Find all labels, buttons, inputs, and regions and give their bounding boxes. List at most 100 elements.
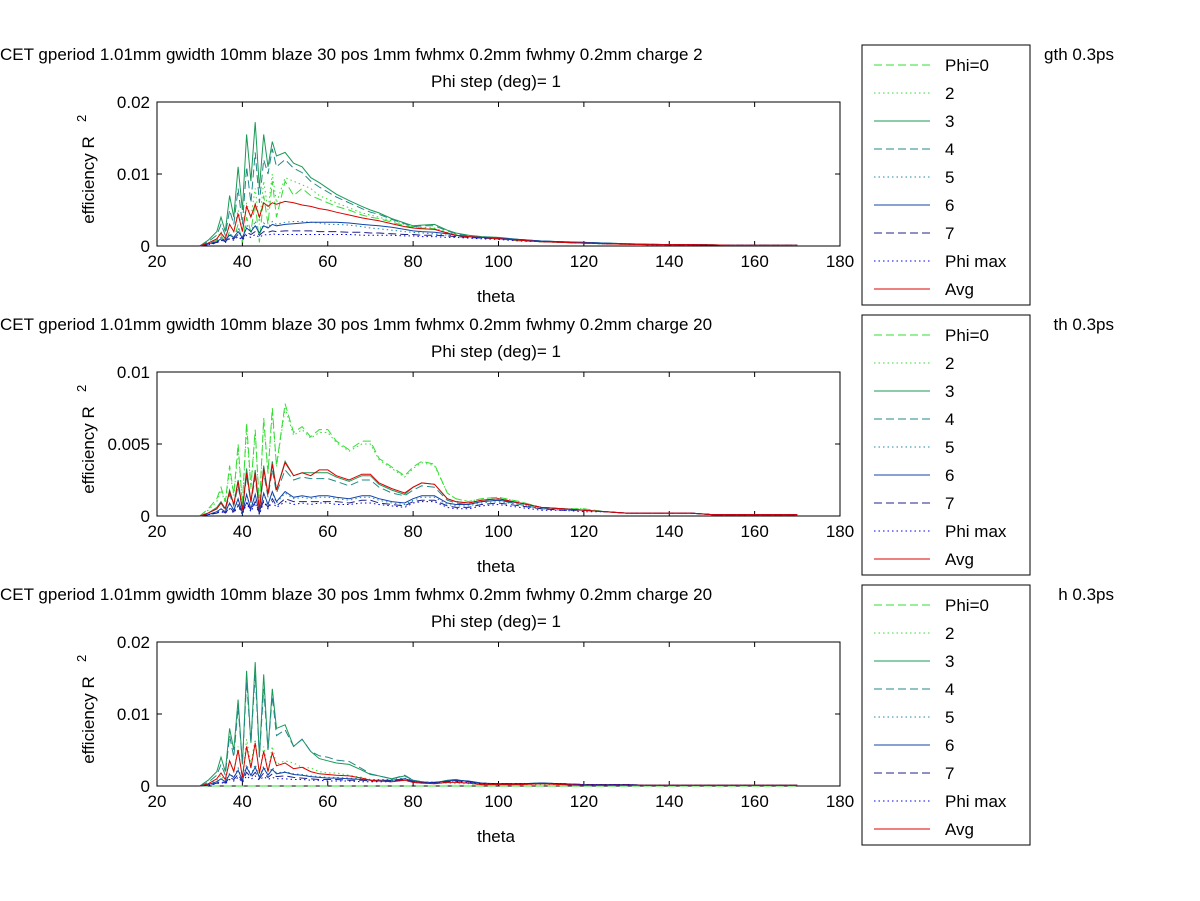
- legend-label: 2: [945, 84, 954, 103]
- legend: Phi=0 2 3 4 5 6 7 Phi max Avg: [861, 584, 1031, 846]
- legend-label: 5: [945, 168, 954, 187]
- legend-label: Phi max: [945, 522, 1007, 541]
- x-tick-label: 180: [826, 792, 854, 811]
- x-tick-label: 40: [233, 522, 252, 541]
- chart-title: CET gperiod 1.01mm gwidth 10mm blaze 30 …: [0, 315, 712, 334]
- x-tick-label: 80: [404, 252, 423, 271]
- chart-subtitle: Phi step (deg)= 1: [431, 342, 561, 361]
- x-tick-label: 120: [570, 522, 598, 541]
- series-line-6: [199, 221, 798, 247]
- y-tick-label: 0: [141, 777, 150, 796]
- legend-label: 5: [945, 438, 954, 457]
- chart-panel-3: 20 40 60 80 100 120 140 160 180 0 0.01 0.02 CET gper…: [0, 584, 1114, 846]
- y-axis-label-superscript: 2: [74, 115, 89, 122]
- legend: Phi=0 2 3 4 5 6 7 Phi max Avg: [861, 44, 1031, 306]
- x-tick-label: 60: [318, 792, 337, 811]
- legend-label: 2: [945, 624, 954, 643]
- x-tick-label: 60: [318, 252, 337, 271]
- legend-label: Phi=0: [945, 56, 989, 75]
- x-tick-label: 20: [148, 522, 167, 541]
- x-tick-label: 140: [655, 252, 683, 271]
- legend-label: Phi=0: [945, 326, 989, 345]
- legend-label: Avg: [945, 820, 974, 839]
- x-tick-label: 60: [318, 522, 337, 541]
- y-tick-label: 0.01: [117, 363, 150, 382]
- legend-label: Phi max: [945, 792, 1007, 811]
- series-line-4: [199, 674, 798, 787]
- x-tick-label: 20: [148, 252, 167, 271]
- series-line-phi-0: [199, 403, 798, 517]
- y-tick-label: 0: [141, 507, 150, 526]
- x-tick-label: 120: [570, 792, 598, 811]
- legend-label: 6: [945, 466, 954, 485]
- x-tick-label: 160: [740, 252, 768, 271]
- x-tick-label: 80: [404, 522, 423, 541]
- legend-label: 7: [945, 764, 954, 783]
- chart-title-tail: gth 0.3ps: [1044, 45, 1114, 64]
- y-tick-label: 0.01: [117, 705, 150, 724]
- legend-label: 4: [945, 140, 954, 159]
- y-axis-label-group: efficiency R 2: [74, 385, 98, 494]
- y-tick-label: 0.02: [117, 93, 150, 112]
- y-axis-label-superscript: 2: [74, 655, 89, 662]
- legend-label: 3: [945, 652, 954, 671]
- legend-label: 3: [945, 112, 954, 131]
- x-tick-label: 100: [484, 522, 512, 541]
- chart-title-tail: h 0.3ps: [1058, 585, 1114, 604]
- legend-box: [861, 314, 1031, 576]
- legend: Phi=0 2 3 4 5 6 7 Phi max Avg: [861, 314, 1031, 576]
- y-axis-label: efficiency R: [79, 676, 98, 764]
- legend-box: [861, 584, 1031, 846]
- series-line-7: [199, 230, 798, 247]
- x-tick-label: 140: [655, 792, 683, 811]
- y-axis-label-superscript: 2: [74, 385, 89, 392]
- x-tick-label: 120: [570, 252, 598, 271]
- legend-label: 7: [945, 224, 954, 243]
- x-axis-label: theta: [477, 557, 515, 576]
- legend-label: 2: [945, 354, 954, 373]
- legend-label: 6: [945, 736, 954, 755]
- x-axis-label: theta: [477, 827, 515, 846]
- x-tick-label: 20: [148, 792, 167, 811]
- legend-label: 4: [945, 680, 954, 699]
- legend-label: 6: [945, 196, 954, 215]
- x-tick-label: 100: [484, 252, 512, 271]
- legend-label: 7: [945, 494, 954, 513]
- chart-panel-1: 20 40 60 80 100 120 140 160 180 0 0.01 0.02 CET gper…: [0, 44, 1114, 306]
- legend-label: Phi=0: [945, 596, 989, 615]
- legend-label: 4: [945, 410, 954, 429]
- y-tick-label: 0: [141, 237, 150, 256]
- chart-panel-2: 20 40 60 80 100 120 140 160 180 0 0.005 0.01 CET gpe…: [0, 314, 1115, 576]
- series-line-phi-max: [199, 500, 798, 517]
- chart-subtitle: Phi step (deg)= 1: [431, 612, 561, 631]
- legend-label: 5: [945, 708, 954, 727]
- y-axis-label-group: efficiency R 2: [74, 115, 98, 224]
- y-tick-label: 0.01: [117, 165, 150, 184]
- series-line-avg: [199, 742, 798, 787]
- legend-label: 3: [945, 382, 954, 401]
- x-tick-label: 80: [404, 792, 423, 811]
- y-axis-label: efficiency R: [79, 136, 98, 224]
- y-axis-label-group: efficiency R 2: [74, 655, 98, 764]
- x-tick-label: 40: [233, 792, 252, 811]
- chart-title-tail: th 0.3ps: [1054, 315, 1115, 334]
- chart-title: CET gperiod 1.01mm gwidth 10mm blaze 30 …: [0, 45, 703, 64]
- x-tick-label: 100: [484, 792, 512, 811]
- series-line-7: [199, 771, 798, 787]
- y-tick-label: 0.02: [117, 633, 150, 652]
- x-axis-label: theta: [477, 287, 515, 306]
- x-tick-label: 160: [740, 792, 768, 811]
- x-tick-label: 40: [233, 252, 252, 271]
- chart-subtitle: Phi step (deg)= 1: [431, 72, 561, 91]
- chart-title: CET gperiod 1.01mm gwidth 10mm blaze 30 …: [0, 585, 712, 604]
- legend-box: [861, 44, 1031, 306]
- x-tick-label: 180: [826, 522, 854, 541]
- x-tick-label: 160: [740, 522, 768, 541]
- legend-label: Phi max: [945, 252, 1007, 271]
- y-tick-label: 0.005: [107, 435, 150, 454]
- legend-label: Avg: [945, 550, 974, 569]
- series-line-avg: [199, 461, 798, 517]
- legend-label: Avg: [945, 280, 974, 299]
- x-tick-label: 180: [826, 252, 854, 271]
